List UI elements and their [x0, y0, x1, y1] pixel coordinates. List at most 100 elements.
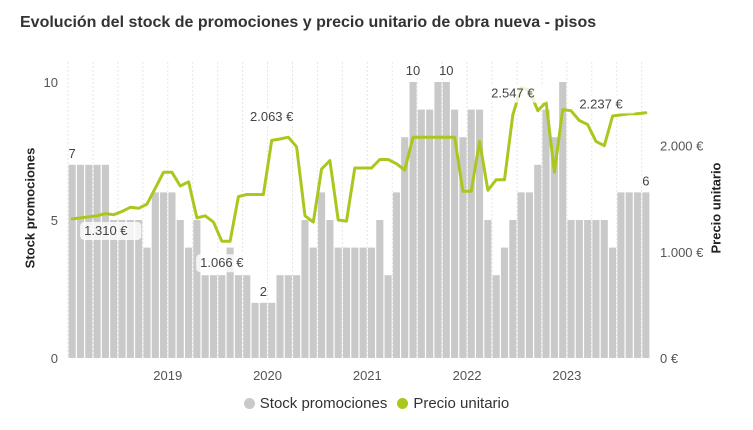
bar-stock [135, 220, 143, 358]
bar-stock [218, 275, 226, 358]
bar-stock [168, 192, 176, 358]
bar-stock [592, 220, 600, 358]
bar-stock [559, 82, 567, 358]
y-axis-right-tick-label: 2.000 € [660, 139, 704, 154]
bar-stock [76, 164, 85, 358]
y-axis-right-tick-label: 1.000 € [660, 245, 704, 260]
bar-stock [126, 220, 134, 358]
line-data-label: 2.237 € [579, 97, 623, 112]
bar-stock [467, 109, 475, 358]
line-data-label-bg [196, 254, 258, 273]
bar-stock [351, 247, 359, 358]
bar-stock [293, 275, 301, 358]
bar-stock [226, 247, 234, 358]
bar-stock [525, 192, 533, 358]
bar-stock [633, 192, 642, 358]
bar-stock [609, 247, 617, 358]
chart-title: Evolución del stock de promociones y pre… [20, 14, 597, 31]
bar-stock [185, 247, 193, 358]
bar-stock [201, 275, 209, 358]
bar-stock [567, 220, 575, 358]
bar-stock [625, 192, 633, 358]
bar-stock [426, 109, 434, 358]
bar-stock [584, 220, 592, 358]
bar-stock [434, 82, 442, 358]
bar-stock [476, 109, 484, 358]
bar-data-label: 2 [260, 284, 267, 299]
bar-stock [151, 192, 159, 358]
y-axis-left-tick-label: 0 [51, 351, 58, 366]
bar-stock [392, 192, 400, 358]
x-axis-tick-label: 2021 [353, 368, 382, 383]
bar-stock [68, 164, 76, 358]
y-axis-left-tick-label: 5 [51, 213, 58, 228]
bar-stock [268, 302, 276, 358]
bar-stock [359, 247, 367, 358]
bar-stock [318, 192, 326, 358]
x-axis-tick-label: 2022 [453, 368, 482, 383]
line-data-label-bg [246, 108, 308, 127]
legend-item-precio[interactable]: Precio unitario [397, 395, 509, 412]
bar-stock [234, 275, 242, 358]
line-precio-unitario [70, 86, 648, 243]
bar-stock [176, 220, 184, 358]
bar-stock [484, 220, 492, 358]
legend-swatch-precio [397, 398, 409, 409]
bar-stock [376, 220, 384, 358]
line-data-label: 2.063 € [250, 109, 294, 124]
bar-stock [401, 137, 409, 358]
line-data-label-bg [575, 95, 637, 114]
bar-stock [575, 220, 583, 358]
bar-stock [93, 164, 101, 358]
bar-stock [284, 275, 292, 358]
bar-stock [417, 109, 425, 358]
bar-data-label: 10 [406, 63, 420, 78]
line-data-label: 1.310 € [84, 223, 128, 238]
bar-stock [259, 302, 267, 358]
bar-stock [209, 275, 218, 358]
bar-stock [409, 82, 417, 358]
bar-stock [500, 247, 509, 358]
bar-stock [492, 275, 500, 358]
legend-label-precio: Precio unitario [413, 395, 510, 412]
bar-data-label: 10 [439, 63, 453, 78]
line-data-label-bg [80, 221, 142, 240]
bar-stock [534, 164, 542, 358]
bar-stock [101, 164, 109, 358]
bar-stock [542, 109, 550, 358]
bar-stock [517, 192, 525, 358]
bar-data-label: 7 [69, 146, 76, 161]
bar-stock [326, 220, 334, 358]
bar-stock [85, 164, 93, 358]
bar-stock [642, 192, 650, 358]
bar-stock [600, 220, 608, 358]
legend-label-stock: Stock promociones [259, 395, 388, 412]
bar-stock [301, 220, 309, 358]
y-axis-left-tick-label: 10 [44, 75, 58, 90]
x-axis-tick-label: 2023 [552, 368, 581, 383]
chart-legend: Stock promociones Precio unitario [0, 395, 753, 412]
legend-swatch-stock [243, 398, 255, 409]
bar-stock [334, 247, 342, 358]
bar-stock [251, 302, 259, 358]
x-axis-tick-label: 2019 [153, 368, 182, 383]
bar-stock [160, 192, 168, 358]
bar-stock [451, 109, 459, 358]
y-axis-right-tick-label: 0 € [660, 351, 679, 366]
bar-stock [459, 137, 467, 358]
bar-stock [110, 220, 118, 358]
bar-stock [309, 247, 317, 358]
legend-item-stock[interactable]: Stock promociones [243, 395, 388, 412]
bar-stock [243, 275, 251, 358]
bar-stock [509, 220, 517, 358]
bar-stock [276, 275, 284, 358]
bar-data-label: 6 [642, 173, 649, 188]
bar-stock [617, 192, 625, 358]
bar-stock [384, 275, 392, 358]
bar-stock [118, 220, 126, 358]
bar-stock [442, 82, 450, 358]
line-data-label-bg [487, 84, 549, 103]
bar-stock [550, 137, 558, 358]
bar-stock [367, 247, 376, 358]
